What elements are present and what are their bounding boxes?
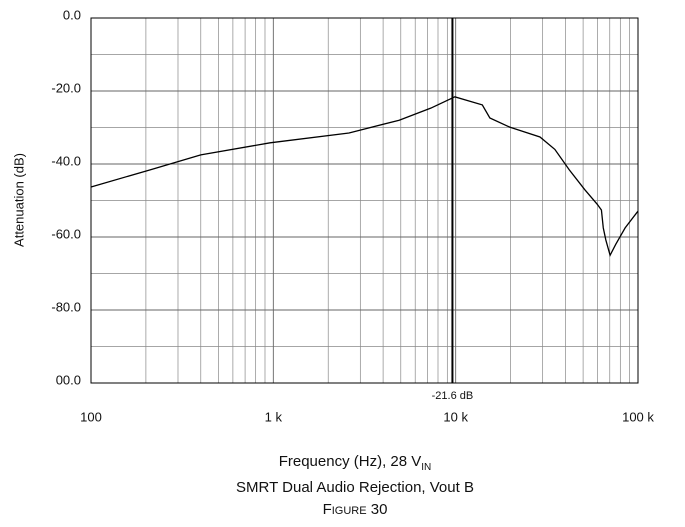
y-tick-label: 00.0: [56, 372, 81, 387]
y-tick-label: -60.0: [51, 226, 81, 241]
x-axis-label: Frequency (Hz), 28 VIN: [279, 453, 432, 473]
series-line: [90, 96, 639, 258]
y-tick-label: -20.0: [51, 80, 81, 95]
x-tick-label: 10 k: [443, 409, 468, 424]
x-tick-label: 1 k: [265, 409, 283, 424]
y-tick-label: 0.0: [63, 7, 81, 22]
chart-title: SMRT Dual Audio Rejection, Vout B: [236, 479, 474, 496]
y-axis-label: Attenuation (dB): [11, 153, 26, 247]
y-tick-label: -40.0: [51, 153, 81, 168]
y-tick-label: -80.0: [51, 299, 81, 314]
marker-label: -21.6 dB: [432, 390, 474, 402]
figure-label: Figure 30: [323, 501, 388, 518]
x-axis-label-sub: IN: [421, 462, 431, 473]
plot-frame: [90, 17, 639, 384]
x-tick-label: 100: [80, 409, 102, 424]
x-tick-label: 100 k: [622, 409, 654, 424]
x-axis-label-main: Frequency (Hz), 28 V: [279, 453, 422, 470]
